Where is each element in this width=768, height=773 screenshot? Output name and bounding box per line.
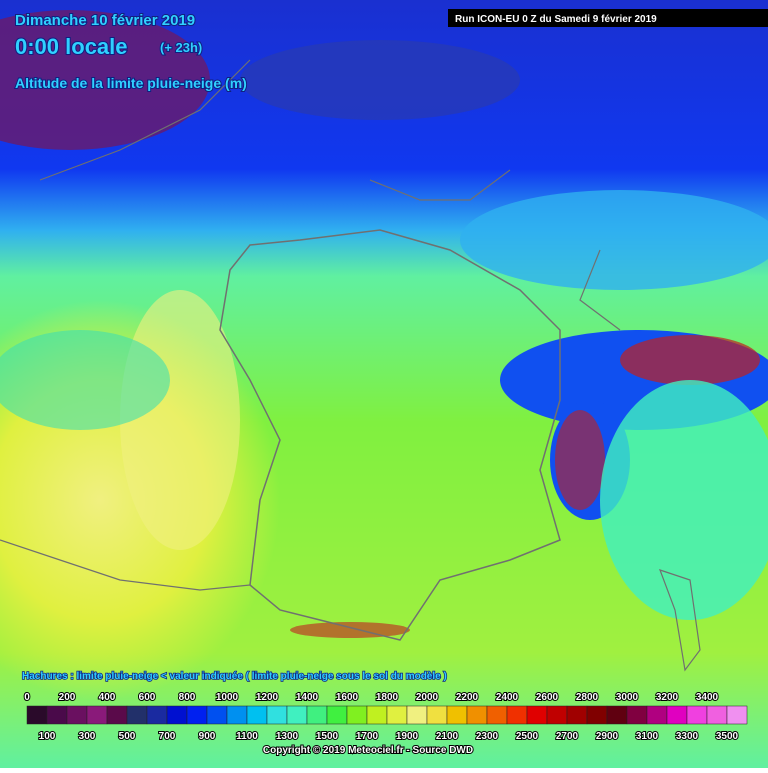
legend-label: 800 <box>179 692 196 703</box>
legend-label: 1600 <box>336 692 359 703</box>
legend-label: 2600 <box>536 692 559 703</box>
parameter-title: Altitude de la limite pluie-neige (m) <box>15 75 247 91</box>
legend-swatch <box>306 705 328 725</box>
legend-label: 1300 <box>276 731 299 742</box>
legend-label: 2400 <box>496 692 519 703</box>
legend-label: 3500 <box>716 731 739 742</box>
legend-label: 1800 <box>376 692 399 703</box>
legend-swatch <box>386 705 408 725</box>
legend-label: 1000 <box>216 692 239 703</box>
legend-swatch <box>446 705 468 725</box>
copyright: Copyright © 2019 Meteociel.fr - Source D… <box>263 745 473 756</box>
legend-swatch <box>726 705 748 725</box>
legend-swatch <box>226 705 248 725</box>
legend-swatch <box>406 705 428 725</box>
legend-swatch <box>706 705 728 725</box>
legend-label: 1200 <box>256 692 279 703</box>
legend-label: 500 <box>119 731 136 742</box>
legend-swatch <box>86 705 108 725</box>
legend-label: 3400 <box>696 692 719 703</box>
legend-swatch <box>346 705 368 725</box>
forecast-offset: (+ 23h) <box>160 40 202 55</box>
legend-label: 600 <box>139 692 156 703</box>
forecast-time: 0:00 locale <box>15 34 128 59</box>
forecast-date: Dimanche 10 février 2019 <box>15 12 195 29</box>
legend-label: 3100 <box>636 731 659 742</box>
legend-swatch <box>686 705 708 725</box>
legend-label: 1900 <box>396 731 419 742</box>
legend-swatch <box>626 705 648 725</box>
legend-label: 0 <box>24 692 30 703</box>
legend-swatch <box>66 705 88 725</box>
legend-swatch <box>526 705 548 725</box>
legend-label: 1700 <box>356 731 379 742</box>
legend-label: 400 <box>99 692 116 703</box>
color-legend: 0 200 400 600 800 1000 1200 1400 1600 1800 2000 220… <box>23 691 748 743</box>
legend-swatch <box>486 705 508 725</box>
legend-swatch <box>166 705 188 725</box>
legend-swatch <box>366 705 388 725</box>
legend-label: 100 <box>39 731 56 742</box>
legend-swatch <box>106 705 128 725</box>
legend-swatch <box>126 705 148 725</box>
legend-label: 300 <box>79 731 96 742</box>
legend-swatch <box>266 705 288 725</box>
legend-label: 3300 <box>676 731 699 742</box>
legend-swatch <box>566 705 588 725</box>
legend-label: 2200 <box>456 692 479 703</box>
legend-label: 2700 <box>556 731 579 742</box>
legend-label: 200 <box>59 692 76 703</box>
legend-swatch <box>466 705 488 725</box>
legend-swatch <box>286 705 308 725</box>
legend-swatch <box>146 705 168 725</box>
legend-swatch <box>506 705 528 725</box>
legend-swatch <box>426 705 448 725</box>
legend-label: 2300 <box>476 731 499 742</box>
legend-label: 1400 <box>296 692 319 703</box>
legend-label: 2100 <box>436 731 459 742</box>
legend-swatch <box>46 705 68 725</box>
legend-label: 2800 <box>576 692 599 703</box>
legend-swatch <box>606 705 628 725</box>
legend-swatch <box>666 705 688 725</box>
legend-swatch <box>646 705 668 725</box>
run-info: Run ICON-EU 0 Z du Samedi 9 février 2019 <box>455 14 657 25</box>
legend-swatch <box>186 705 208 725</box>
legend-swatch <box>206 705 228 725</box>
legend-swatch <box>246 705 268 725</box>
legend-swatch <box>26 705 48 725</box>
legend-label: 700 <box>159 731 176 742</box>
legend-label: 3200 <box>656 692 679 703</box>
legend-label: 2500 <box>516 731 539 742</box>
legend-label: 1500 <box>316 731 339 742</box>
legend-label: 2000 <box>416 692 439 703</box>
legend-swatch <box>546 705 568 725</box>
run-banner <box>448 9 768 27</box>
legend-label: 2900 <box>596 731 619 742</box>
legend-label: 900 <box>199 731 216 742</box>
hatch-note: Hachures : limite pluie-neige < valeur i… <box>22 671 447 682</box>
legend-swatch <box>586 705 608 725</box>
legend-label: 1100 <box>236 731 258 742</box>
legend-label: 3000 <box>616 692 639 703</box>
legend-swatch <box>326 705 348 725</box>
